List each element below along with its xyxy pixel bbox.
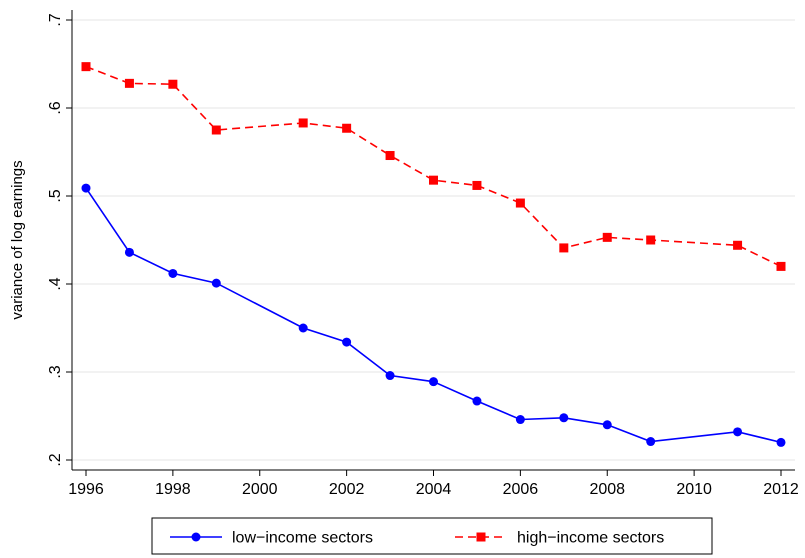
x-tick-label: 2010: [676, 481, 712, 498]
data-point: [515, 415, 525, 425]
y-tick-label: .5: [47, 189, 64, 202]
data-point: [298, 118, 308, 128]
data-point: [211, 125, 221, 135]
y-tick-label: .3: [47, 365, 64, 378]
data-point: [342, 123, 352, 133]
data-point: [559, 413, 569, 423]
y-tick-label: .2: [47, 453, 64, 466]
y-tick-label: .4: [47, 277, 64, 290]
grid-lines: [72, 19, 795, 461]
x-tick-label: 1996: [68, 481, 104, 498]
data-point: [733, 240, 743, 250]
data-point: [385, 151, 395, 161]
x-tick-label: 2002: [329, 481, 365, 498]
data-point: [124, 78, 134, 88]
x-tick-label: 2012: [763, 481, 799, 498]
series-layer: [81, 62, 786, 447]
series-line-1: [85, 65, 782, 268]
legend-label: high−income sectors: [517, 530, 664, 547]
data-point: [646, 235, 656, 245]
x-tick-label: 2008: [589, 481, 625, 498]
axes: .2 .3 .4 .5 .6 .7 1996 1998 2000 2002 2004 2006 2008…: [47, 10, 799, 498]
x-tick-label: 2004: [416, 481, 452, 498]
data-point: [124, 247, 134, 257]
legend-marker: [191, 532, 201, 542]
legend-item-0: low−income sectors: [170, 530, 373, 547]
data-point: [646, 437, 656, 447]
data-point: [81, 183, 91, 193]
data-point: [559, 243, 569, 253]
x-tick-label: 1998: [155, 481, 191, 498]
data-point: [776, 261, 786, 271]
legend: low−income sectors high−income sectors: [151, 517, 713, 555]
data-point: [602, 232, 612, 242]
data-point: [429, 175, 438, 185]
series-1: [81, 62, 786, 271]
series-0: [81, 183, 786, 447]
data-point: [385, 371, 395, 381]
data-point: [211, 278, 221, 288]
data-point: [168, 79, 178, 89]
data-point: [472, 396, 482, 406]
data-point: [81, 62, 91, 72]
legend-marker: [476, 532, 486, 542]
data-point: [602, 420, 612, 430]
y-tick-label: .6: [47, 101, 64, 114]
legend-items: low−income sectors high−income sectors: [170, 530, 664, 547]
data-point: [168, 268, 178, 278]
data-point: [733, 427, 743, 437]
y-axis-title: variance of log earnings: [9, 160, 26, 319]
data-point: [776, 437, 786, 447]
legend-box: [151, 517, 713, 555]
data-point: [515, 198, 525, 208]
legend-item-1: high−income sectors: [455, 530, 664, 547]
data-point: [429, 377, 438, 387]
data-point: [298, 323, 308, 333]
data-point: [472, 180, 482, 190]
x-tick-label: 2000: [242, 481, 278, 498]
x-tick-label: 2006: [503, 481, 539, 498]
series-line-0: [85, 187, 782, 444]
data-point: [342, 337, 352, 347]
legend-label: low−income sectors: [232, 530, 373, 547]
y-tick-label: .7: [47, 13, 64, 26]
